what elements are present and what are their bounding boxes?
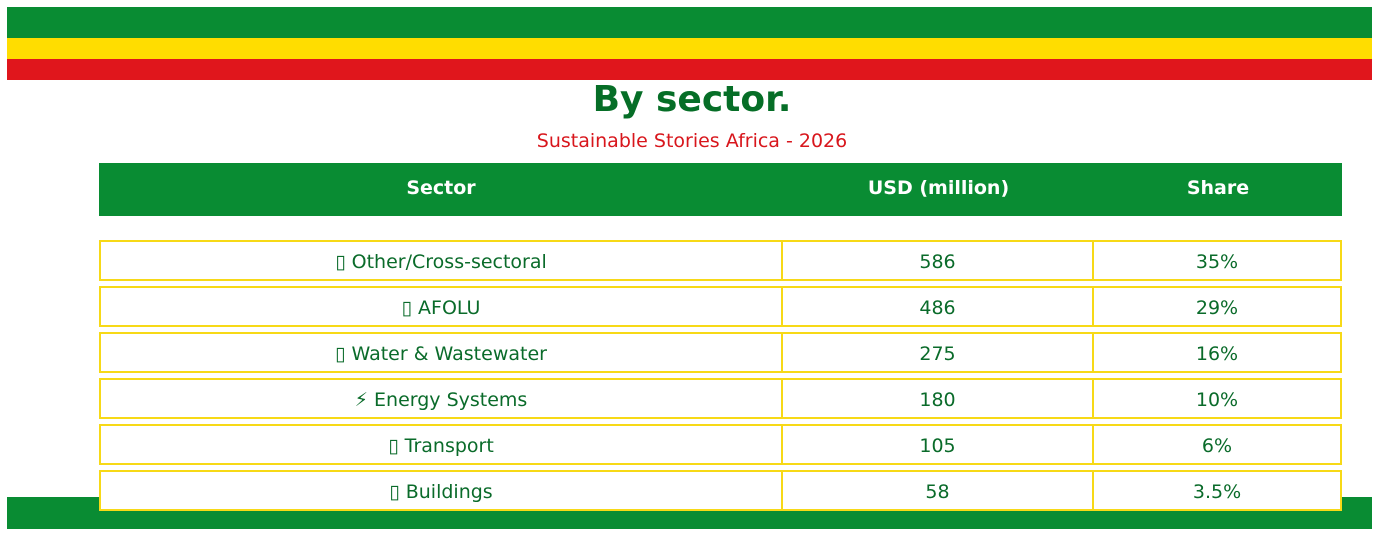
table-row: ▯ Other/Cross-sectoral 586 35% xyxy=(99,240,1342,281)
lightning-icon: ⚡ xyxy=(354,389,369,411)
table-row: ▯ Transport 105 6% xyxy=(99,424,1342,465)
share-cell: 3.5% xyxy=(1094,472,1342,509)
sector-icon: ▯ xyxy=(335,251,346,273)
flag-stripe-yellow xyxy=(7,38,1372,59)
share-cell: 29% xyxy=(1094,288,1342,325)
usd-cell: 586 xyxy=(783,242,1094,279)
header-usd: USD (million) xyxy=(867,177,1010,199)
share-cell: 35% xyxy=(1094,242,1342,279)
sector-name: Water & Wastewater xyxy=(351,343,547,365)
flag-stripe-red xyxy=(7,59,1372,80)
page-subtitle: Sustainable Stories Africa - 2026 xyxy=(536,130,848,152)
table-row: ⚡ Energy Systems 180 10% xyxy=(99,378,1342,419)
sector-name: Energy Systems xyxy=(374,389,528,411)
share-cell: 10% xyxy=(1094,380,1342,417)
table-row: ▯ AFOLU 486 29% xyxy=(99,286,1342,327)
usd-cell: 180 xyxy=(783,380,1094,417)
usd-cell: 486 xyxy=(783,288,1094,325)
sector-cell: ▯ Other/Cross-sectoral xyxy=(99,242,783,279)
header-sector: Sector xyxy=(406,177,476,199)
sector-name: Buildings xyxy=(405,481,493,503)
sector-cell: ▯ Transport xyxy=(99,426,783,463)
sector-cell: ⚡ Energy Systems xyxy=(99,380,783,417)
usd-cell: 275 xyxy=(783,334,1094,371)
sector-icon: ▯ xyxy=(335,343,346,365)
sector-name: Other/Cross-sectoral xyxy=(351,251,547,273)
sector-name: Transport xyxy=(404,435,494,457)
sector-icon: ▯ xyxy=(389,481,400,503)
table-body: ▯ Other/Cross-sectoral 586 35% ▯ AFOLU 486… xyxy=(99,240,1342,511)
sector-cell: ▯ Water & Wastewater xyxy=(99,334,783,371)
header-share: Share xyxy=(1186,177,1250,199)
flag-stripe-green-top xyxy=(7,7,1372,38)
sector-icon: ▯ xyxy=(401,297,413,319)
sector-name: AFOLU xyxy=(418,297,481,319)
sector-cell: ▯ AFOLU xyxy=(99,288,783,325)
sector-cell: ▯ Buildings xyxy=(99,472,783,509)
usd-cell: 105 xyxy=(783,426,1094,463)
table-row: ▯ Water & Wastewater 275 16% xyxy=(99,332,1342,373)
share-cell: 6% xyxy=(1094,426,1342,463)
share-cell: 16% xyxy=(1094,334,1342,371)
usd-cell: 58 xyxy=(783,472,1094,509)
table-header: Sector USD (million) Share xyxy=(99,163,1342,216)
sector-icon: ▯ xyxy=(388,435,399,457)
table-row: ▯ Buildings 58 3.5% xyxy=(99,470,1342,511)
page-title: By sector. xyxy=(592,79,792,120)
